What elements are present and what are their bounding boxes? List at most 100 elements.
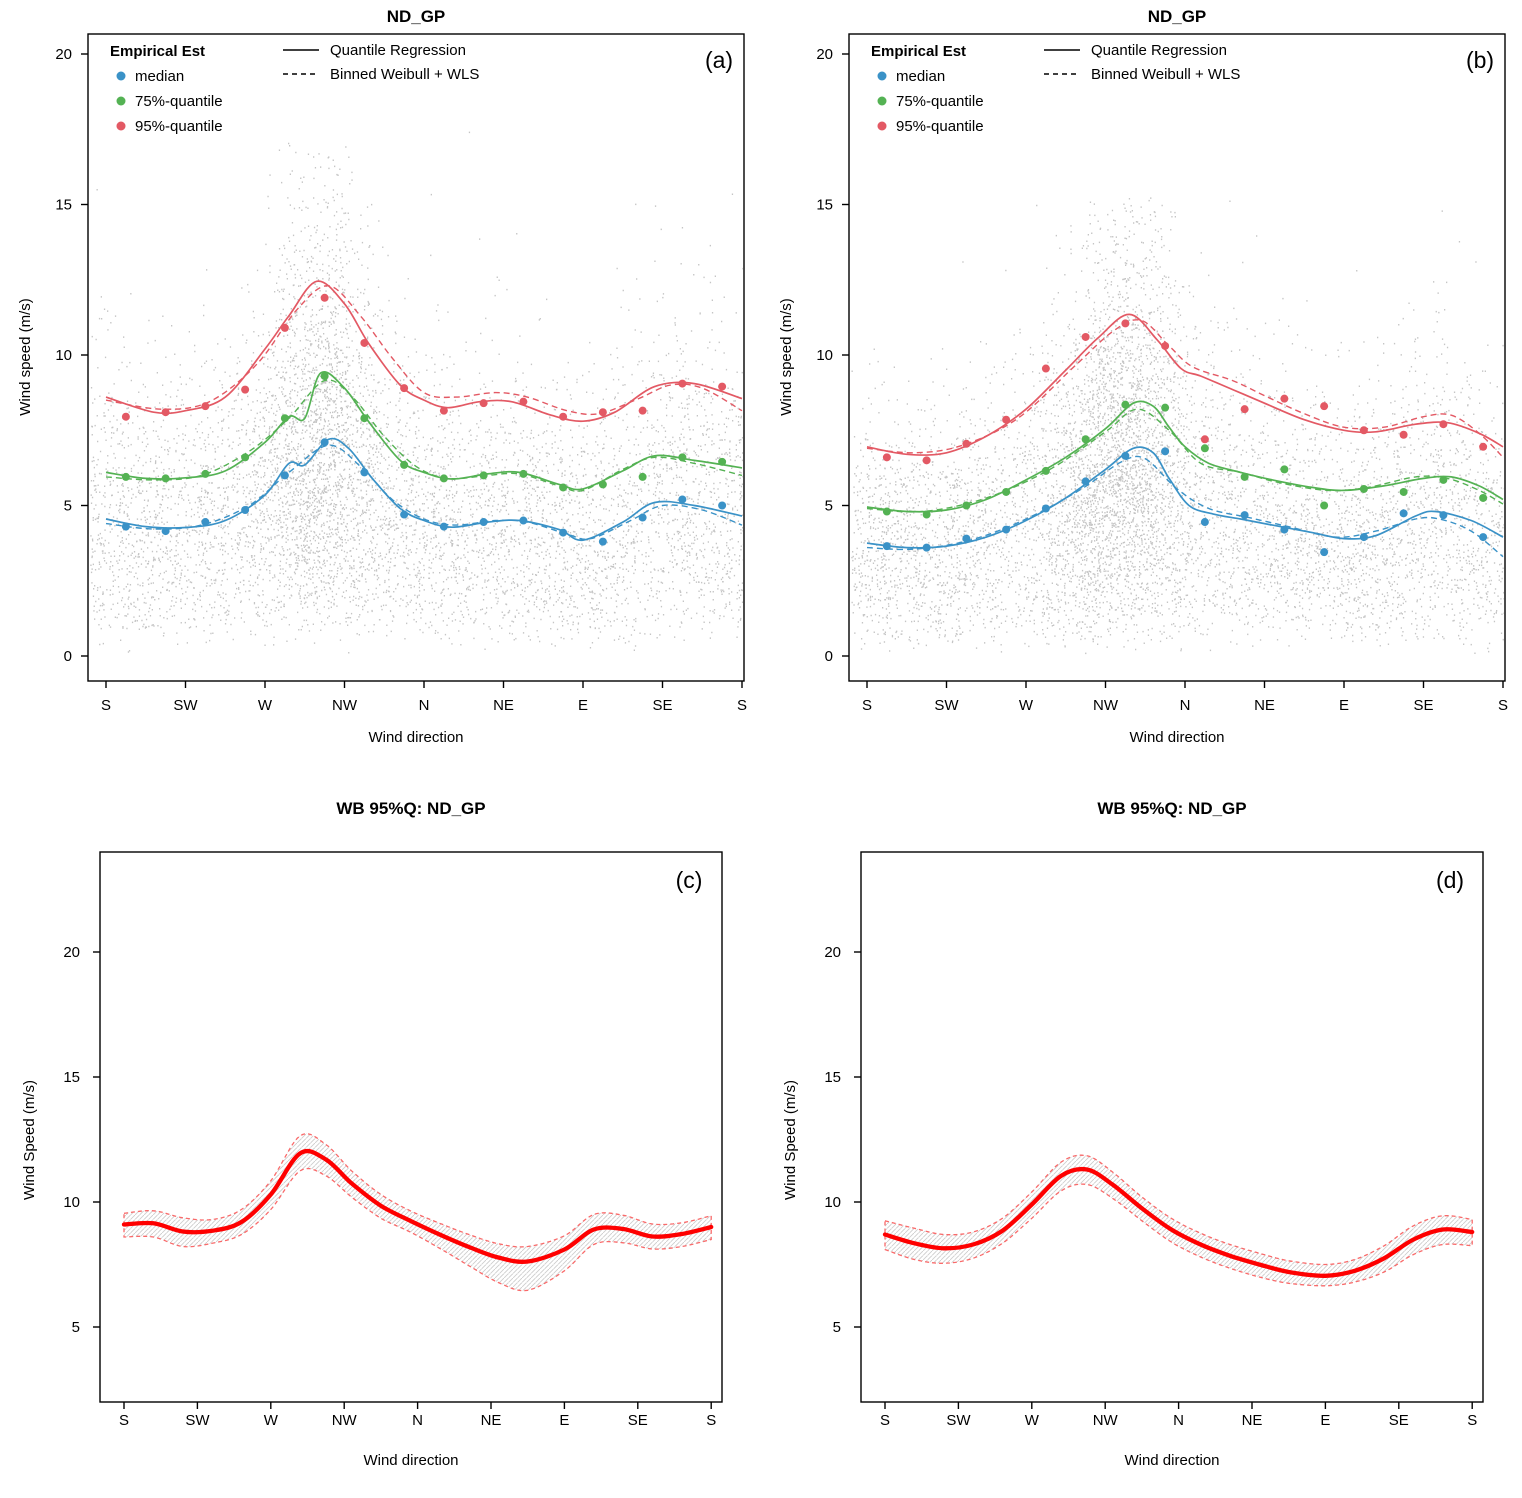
median-quantile-regression-curve xyxy=(105,437,743,542)
x-tick-label: S xyxy=(706,1412,716,1429)
q75-empirical-dot xyxy=(1002,487,1011,496)
median-empirical-dot xyxy=(400,510,409,519)
q95-empirical-dot xyxy=(400,384,409,393)
q95-empirical-dot xyxy=(121,412,130,421)
y-tick-label: 5 xyxy=(833,1319,841,1336)
x-tick-label: N xyxy=(1173,1412,1184,1429)
weibull-95q-curve xyxy=(121,1148,714,1264)
median-empirical-dot xyxy=(121,522,130,531)
median-empirical-dot xyxy=(201,518,210,527)
median-empirical-dot xyxy=(882,542,891,551)
q75-empirical-dot xyxy=(1081,435,1090,444)
q95-empirical-dot xyxy=(1359,426,1368,435)
q95-empirical-dot xyxy=(1479,442,1488,451)
q95-empirical-dot xyxy=(598,408,607,417)
q95-empirical-dot xyxy=(280,323,289,332)
q95-empirical-dot xyxy=(360,338,369,347)
median-empirical-dot xyxy=(280,471,289,480)
plot-box xyxy=(848,33,1506,682)
q75-empirical-dot xyxy=(400,460,409,469)
x-tick-label: NE xyxy=(481,1412,502,1429)
x-tick-label: S xyxy=(880,1412,890,1429)
legend-line-wb: Binned Weibull + WLS xyxy=(330,66,479,83)
q75-empirical-dot xyxy=(360,414,369,423)
q95-weibull-dashed-curve xyxy=(866,319,1504,458)
q75-weibull-dashed-curve xyxy=(866,408,1504,513)
q95-empirical-dot xyxy=(962,439,971,448)
legend-header: Empirical Est xyxy=(871,43,966,60)
median-empirical-dot xyxy=(678,495,687,504)
legend-item-median: median xyxy=(896,68,945,85)
panel-a-title: ND_GP xyxy=(387,7,446,26)
panel-c-axes: S SW W NW N NE E SE S 5 10 15 20 xyxy=(63,944,716,1429)
q95-empirical-dot xyxy=(1240,405,1249,414)
median-empirical-dot xyxy=(1320,548,1329,557)
panel-d-xaxis-label: Wind direction xyxy=(1124,1452,1219,1469)
q95-empirical-dot xyxy=(201,402,210,411)
y-tick-label: 15 xyxy=(816,197,833,214)
q75-empirical-dot xyxy=(1359,484,1368,493)
y-tick-label: 10 xyxy=(824,1194,841,1211)
q95-quantile-regression-curve xyxy=(105,280,743,423)
x-tick-label: E xyxy=(578,697,588,714)
q75-quantile-regression-curve xyxy=(105,371,743,491)
q75-empirical-dot xyxy=(320,372,329,381)
q75-empirical-dot xyxy=(1280,465,1289,474)
y-tick-label: 10 xyxy=(816,347,833,364)
panel-c-plot-area xyxy=(121,1133,714,1292)
y-tick-label: 20 xyxy=(824,944,841,961)
legend-median-dot-icon xyxy=(116,71,126,81)
x-tick-label: S xyxy=(119,1412,129,1429)
x-tick-label: SW xyxy=(934,697,959,714)
y-tick-label: 20 xyxy=(816,46,833,63)
q75-empirical-dot xyxy=(638,472,647,481)
median-empirical-dot xyxy=(1479,533,1488,542)
confidence-band xyxy=(123,1133,712,1292)
legend-item-median: median xyxy=(135,68,184,85)
panel-b-title: ND_GP xyxy=(1148,7,1207,26)
median-empirical-dot xyxy=(638,513,647,522)
x-tick-label: NE xyxy=(1254,697,1275,714)
median-empirical-dot xyxy=(1041,504,1050,513)
y-tick-label: 15 xyxy=(824,1069,841,1086)
panel-b-plot-area xyxy=(851,197,1504,655)
q95-empirical-dot xyxy=(638,406,647,415)
median-empirical-dot xyxy=(559,528,568,537)
legend-item-q75: 75%-quantile xyxy=(896,93,984,110)
q95-empirical-dot xyxy=(1041,364,1050,373)
median-empirical-dot xyxy=(439,522,448,531)
y-tick-label: 0 xyxy=(64,648,72,665)
x-tick-label: NW xyxy=(332,697,358,714)
y-tick-label: 5 xyxy=(72,1319,80,1336)
x-tick-label: N xyxy=(1180,697,1191,714)
panel-c-title: WB 95%Q: ND_GP xyxy=(336,799,485,818)
x-tick-label: W xyxy=(264,1412,279,1429)
median-empirical-dot xyxy=(1439,511,1448,520)
x-tick-label: W xyxy=(1019,697,1034,714)
panel-b-legend: Empirical Est median 75%-quantile 95%-qu… xyxy=(871,42,1240,135)
panel-c-yaxis-label: Wind Speed (m/s) xyxy=(21,1080,38,1200)
median-empirical-dot xyxy=(1240,511,1249,520)
x-tick-label: W xyxy=(1025,1412,1040,1429)
plot-box xyxy=(99,851,723,1403)
plot-box xyxy=(87,33,745,682)
q95-empirical-dot xyxy=(1081,332,1090,341)
x-tick-label: SE xyxy=(1389,1412,1409,1429)
q95-empirical-dot xyxy=(519,397,528,406)
q75-empirical-dot xyxy=(121,472,130,481)
panel-b-chart: ND_GP S SW W NW N NE E SE S 0 5 10 15 20 (b) Wind dir… xyxy=(778,7,1508,746)
legend-header: Empirical Est xyxy=(110,43,205,60)
panel-a-corner-label: (a) xyxy=(705,47,733,73)
q95-empirical-dot xyxy=(1200,435,1209,444)
q75-empirical-dot xyxy=(882,507,891,516)
median-empirical-dot xyxy=(922,543,931,552)
q95-empirical-dot xyxy=(241,385,250,394)
x-tick-label: N xyxy=(419,697,430,714)
q75-empirical-dot xyxy=(1121,400,1130,409)
x-tick-label: S xyxy=(862,697,872,714)
y-tick-label: 0 xyxy=(825,648,833,665)
confidence-band xyxy=(884,1154,1473,1287)
weibull-95q-curve xyxy=(882,1166,1475,1278)
x-tick-label: NE xyxy=(1242,1412,1263,1429)
